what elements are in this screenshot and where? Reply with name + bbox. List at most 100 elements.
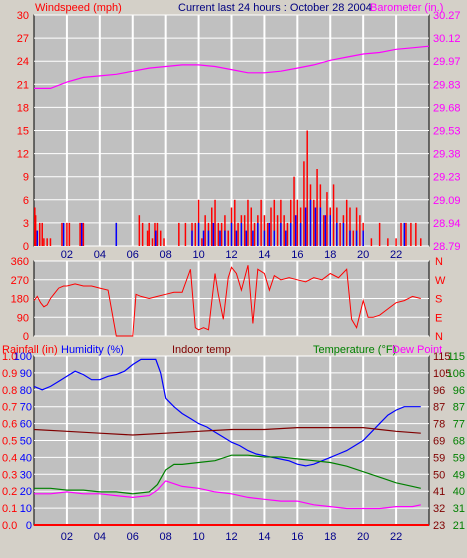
windspeed-tick-label: 18	[17, 102, 29, 114]
direction-compass-label: W	[435, 275, 446, 287]
rainfall-tick-label: 1.0	[2, 351, 17, 363]
humidity-tick-label: 40	[20, 452, 32, 464]
tick-layer: 03691215182124273028.7928.9429.0929.2329…	[2, 10, 465, 543]
rainfall-tick-label: 0.8	[2, 385, 17, 397]
rain-hour-tick-label: 02	[61, 531, 73, 543]
wind-hour-tick-label: 08	[160, 249, 172, 261]
rain-hour-tick-label: 12	[225, 531, 237, 543]
windspeed-tick-label: 21	[17, 79, 29, 91]
rain-hour-tick-label: 14	[258, 531, 270, 543]
barometer-tick-label: 29.23	[433, 172, 461, 184]
indoor-temp-tick-label: 105	[433, 368, 451, 380]
direction-compass-label: N	[435, 331, 443, 343]
temperature-tick-label: 21	[453, 520, 465, 532]
wind-hour-tick-label: 14	[258, 249, 270, 261]
barometer-line	[34, 45, 430, 90]
legend-dew-point: Dew Point	[392, 344, 442, 356]
humidity-tick-label: 10	[20, 503, 32, 515]
temperature-tick-label: 87	[453, 402, 465, 414]
windspeed-tick-label: 3	[23, 218, 29, 230]
barometer-tick-label: 29.38	[433, 149, 461, 161]
indoor-temp-tick-label: 69	[433, 436, 445, 448]
rainfall-tick-label: 0.0	[2, 520, 17, 532]
barometer-tick-label: 29.83	[433, 79, 461, 91]
indoor-temp-tick-label: 59	[433, 452, 445, 464]
rainfall-tick-label: 0.6	[2, 419, 17, 431]
humidity-tick-label: 70	[20, 402, 32, 414]
wind-hour-tick-label: 20	[357, 249, 369, 261]
indoor-temp-tick-label: 23	[433, 520, 445, 532]
rainfall-tick-label: 0.9	[2, 368, 17, 380]
wind-hour-tick-label: 06	[127, 249, 139, 261]
temperature-tick-label: 96	[453, 385, 465, 397]
barometer-tick-label: 29.97	[433, 56, 461, 68]
temperature-tick-label: 40	[453, 486, 465, 498]
direction-compass-label: S	[435, 294, 442, 306]
wind-hour-tick-label: 10	[192, 249, 204, 261]
temperature-tick-label: 59	[453, 452, 465, 464]
rain-hour-tick-label: 04	[94, 531, 106, 543]
wind-hour-tick-label: 04	[94, 249, 106, 261]
temperature-tick-label: 49	[453, 469, 465, 481]
windspeed-tick-label: 9	[23, 172, 29, 184]
wind-hour-tick-label: 16	[291, 249, 303, 261]
temperature-tick-label: 68	[453, 436, 465, 448]
rainfall-tick-label: 0.2	[2, 486, 17, 498]
rainfall-tick-label: 0.7	[2, 402, 17, 414]
windspeed-tick-label: 6	[23, 195, 29, 207]
direction-degree-label: 180	[11, 294, 29, 306]
humidity-tick-label: 20	[20, 486, 32, 498]
indoor-temp-tick-label: 78	[433, 419, 445, 431]
temperature-line	[34, 454, 421, 495]
barometer-tick-label: 30.27	[433, 10, 461, 22]
series-layer	[33, 45, 430, 526]
direction-degree-label: 90	[17, 312, 29, 324]
rain-hour-tick-label: 06	[127, 531, 139, 543]
temperature-tick-label: 115	[447, 351, 465, 363]
temperature-tick-label: 106	[447, 368, 465, 380]
windspeed-tick-label: 15	[17, 126, 29, 138]
current-period-title: Current last 24 hours : October 28 2004	[178, 2, 372, 14]
direction-compass-label: E	[435, 312, 442, 324]
direction-degree-label: 0	[23, 331, 29, 343]
wind-hour-tick-label: 18	[324, 249, 336, 261]
barometer-tick-label: 29.53	[433, 126, 461, 138]
wind-hour-tick-label: 02	[61, 249, 73, 261]
direction-degree-label: 360	[11, 256, 29, 268]
humidity-tick-label: 90	[20, 368, 32, 380]
indoor-temp-tick-label: 96	[433, 385, 445, 397]
rain-hour-tick-label: 16	[291, 531, 303, 543]
windspeed-tick-label: 24	[17, 56, 29, 68]
rain-hour-tick-label: 22	[390, 531, 402, 543]
rainfall-tick-label: 0.3	[2, 469, 17, 481]
temperature-tick-label: 77	[453, 419, 465, 431]
barometer-title: Barometer (in.)	[370, 2, 443, 14]
rain-hour-tick-label: 18	[324, 531, 336, 543]
barometer-tick-label: 30.12	[433, 33, 461, 45]
indoor-temp-tick-label: 32	[433, 503, 445, 515]
wind-direction-line	[33, 265, 421, 337]
dew-point-line	[34, 480, 421, 510]
wind-hour-tick-label: 22	[390, 249, 402, 261]
humidity-tick-label: 100	[14, 351, 32, 363]
humidity-tick-label: 0	[26, 520, 32, 532]
rainfall-tick-label: 0.4	[2, 452, 17, 464]
rain-hour-tick-label: 20	[357, 531, 369, 543]
humidity-tick-label: 60	[20, 419, 32, 431]
indoor-temp-tick-label: 41	[433, 486, 445, 498]
windspeed-tick-label: 0	[23, 241, 29, 253]
indoor-temp-tick-label: 87	[433, 402, 445, 414]
barometer-tick-label: 28.79	[433, 241, 461, 253]
barometer-tick-label: 29.09	[433, 195, 461, 207]
windspeed-title: Windspeed (mph)	[35, 2, 122, 14]
indoor-temp-tick-label: 115	[433, 351, 451, 363]
legend-humidity: Humidity (%)	[61, 344, 124, 356]
indoor-temp-line	[33, 427, 421, 436]
indoor-temp-tick-label: 50	[433, 469, 445, 481]
legend-rainfall: Rainfall (in)	[2, 344, 58, 356]
direction-compass-label: N	[435, 256, 443, 268]
rain-hour-tick-label: 08	[160, 531, 172, 543]
rainfall-tick-label: 0.5	[2, 436, 17, 448]
direction-degree-label: 270	[11, 275, 29, 287]
